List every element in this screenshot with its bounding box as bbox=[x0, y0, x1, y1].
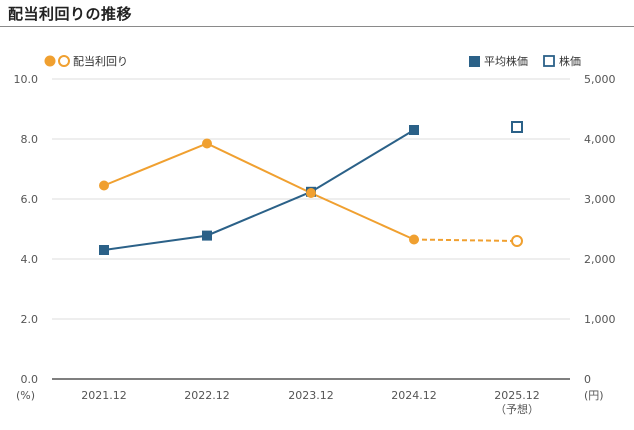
title-divider bbox=[0, 26, 634, 27]
left-tick-label: 2.0 bbox=[21, 313, 39, 326]
right-tick-label: 1,000 bbox=[584, 313, 616, 326]
right-axis-unit: (円) bbox=[584, 389, 604, 402]
legend-price-marker bbox=[543, 55, 555, 67]
avg-price-point bbox=[202, 230, 212, 241]
avg-price-point bbox=[409, 125, 419, 135]
left-tick-label: 0.0 bbox=[21, 373, 39, 386]
left-tick-label: 6.0 bbox=[21, 193, 39, 206]
legend-avg-price-marker bbox=[469, 56, 480, 67]
yield-point bbox=[409, 234, 419, 245]
right-tick-label: 3,000 bbox=[584, 193, 616, 206]
legend-yield-label: 配当利回り bbox=[73, 54, 128, 68]
left-axis-unit: (%) bbox=[16, 389, 35, 402]
left-tick-label: 8.0 bbox=[21, 133, 39, 146]
yield-line-projected bbox=[413, 238, 518, 242]
right-tick-label: 0 bbox=[584, 373, 591, 386]
legend-yield-marker bbox=[44, 55, 56, 67]
yield-point bbox=[99, 180, 109, 191]
right-tick-label: 5,000 bbox=[584, 73, 616, 86]
legend-yield-projected-marker bbox=[58, 55, 70, 67]
x-tick-label: 2021.12 bbox=[81, 389, 127, 402]
chart-title: 配当利回りの推移 bbox=[8, 5, 133, 23]
left-tick-label: 10.0 bbox=[14, 73, 39, 86]
legend-avg-price-label: 平均株価 bbox=[484, 54, 528, 68]
left-tick-label: 4.0 bbox=[21, 253, 39, 266]
x-tick-sublabel: （予想） bbox=[495, 402, 539, 416]
yield-point bbox=[202, 138, 212, 149]
avg-price-point bbox=[99, 245, 109, 255]
x-tick-label: 2025.12 bbox=[494, 389, 540, 402]
yield-point bbox=[306, 188, 316, 198]
avg-price-line bbox=[103, 129, 415, 251]
x-tick-label: 2024.12 bbox=[391, 389, 437, 402]
x-tick-label: 2023.12 bbox=[288, 389, 334, 402]
price-point bbox=[511, 121, 523, 133]
x-tick-label: 2022.12 bbox=[184, 389, 230, 402]
yield-line bbox=[103, 142, 415, 241]
legend-price-label: 株価 bbox=[559, 54, 581, 68]
right-tick-label: 2,000 bbox=[584, 253, 616, 266]
yield-point-projected bbox=[511, 235, 523, 247]
right-tick-label: 4,000 bbox=[584, 133, 616, 146]
